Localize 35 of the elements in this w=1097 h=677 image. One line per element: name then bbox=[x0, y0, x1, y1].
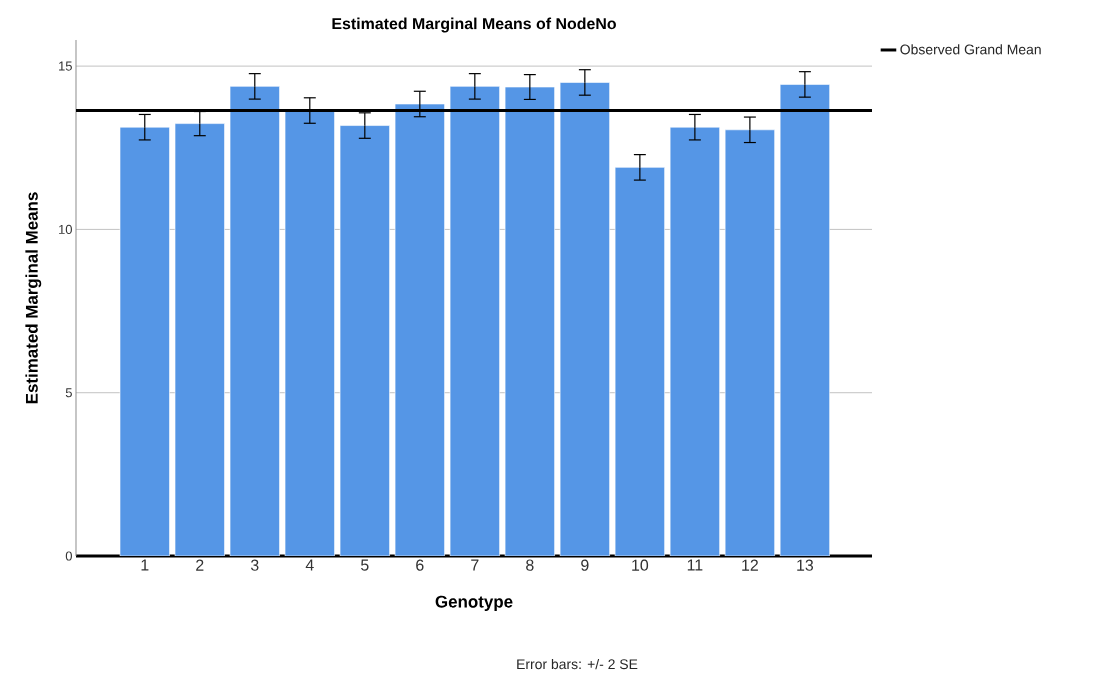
x-tick-label: 3 bbox=[250, 559, 259, 571]
bar bbox=[449, 86, 500, 556]
bar bbox=[174, 123, 225, 556]
x-tick-label: 4 bbox=[305, 559, 314, 571]
y-tick-label: 15 bbox=[59, 61, 72, 71]
bar bbox=[339, 125, 390, 556]
x-tick-label: 1 bbox=[141, 559, 149, 571]
x-tick-label: 13 bbox=[797, 559, 814, 571]
x-tick-label: 2 bbox=[196, 559, 204, 571]
y-tick-label: 5 bbox=[65, 388, 72, 398]
text: Error bars: +/- 2 SE bbox=[517, 658, 638, 670]
y-tick-label: 0 bbox=[65, 551, 72, 561]
chart-title: Estimated Marginal Means of NodeNo bbox=[332, 17, 616, 33]
bar bbox=[119, 126, 170, 556]
x-tick-label: 9 bbox=[581, 559, 589, 571]
legend-label: Observed Grand Mean bbox=[900, 44, 1041, 55]
x-tick-label: 5 bbox=[361, 559, 369, 571]
x-axis-title: Genotype bbox=[435, 595, 513, 611]
bar bbox=[394, 103, 445, 556]
x-tick-label: 10 bbox=[632, 559, 649, 571]
y-axis-title: Estimated Marginal Means bbox=[25, 192, 42, 404]
bar bbox=[229, 86, 280, 556]
bar bbox=[669, 126, 720, 556]
bar bbox=[614, 167, 665, 556]
x-tick-label: 11 bbox=[687, 559, 703, 571]
x-tick-label: 12 bbox=[742, 559, 758, 571]
x-tick-label: 8 bbox=[526, 559, 534, 571]
y-tick-label: 10 bbox=[59, 224, 72, 234]
bar bbox=[724, 129, 775, 556]
bar bbox=[284, 110, 335, 556]
bar bbox=[559, 82, 610, 556]
x-tick-label: 6 bbox=[416, 559, 424, 571]
x-tick-label: 7 bbox=[471, 559, 479, 571]
bar bbox=[504, 86, 555, 556]
bar bbox=[779, 84, 830, 556]
